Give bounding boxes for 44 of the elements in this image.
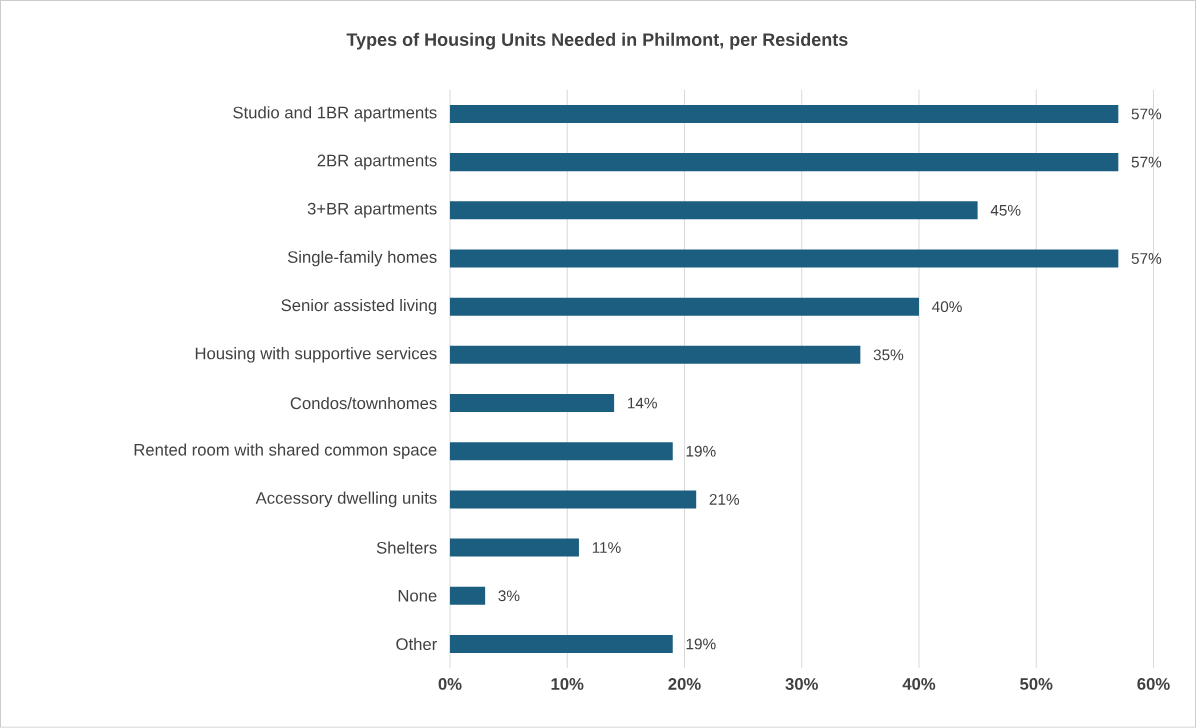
data-label: 57% bbox=[1131, 108, 1162, 120]
data-label: 11% bbox=[592, 542, 621, 553]
data-label: 45% bbox=[990, 204, 1021, 216]
y-tick-label: Senior assisted living bbox=[281, 298, 437, 315]
data-label: 40% bbox=[932, 301, 962, 313]
bar bbox=[449, 297, 919, 316]
data-label: 3% bbox=[498, 590, 520, 602]
data-label: 14% bbox=[628, 397, 657, 409]
bar bbox=[449, 586, 486, 605]
data-label: 19% bbox=[686, 445, 716, 457]
bar bbox=[449, 538, 579, 557]
bar bbox=[449, 249, 1119, 268]
bar bbox=[449, 394, 615, 413]
bar bbox=[449, 345, 861, 364]
y-tick-label: Rented room with shared common space bbox=[134, 443, 437, 460]
y-tick-label: Single-family homes bbox=[287, 250, 437, 267]
x-tick-label: 0% bbox=[438, 678, 462, 690]
y-tick-label: None bbox=[398, 590, 437, 602]
x-tick-label: 20% bbox=[668, 678, 701, 690]
data-label: 21% bbox=[709, 494, 740, 505]
data-label: 35% bbox=[873, 349, 904, 361]
y-tick-label: 2BR apartments bbox=[317, 154, 437, 170]
data-label: 57% bbox=[1131, 156, 1162, 168]
y-tick-label: 3+BR apartments bbox=[307, 202, 437, 218]
x-tick-label: 40% bbox=[902, 678, 936, 690]
bar bbox=[449, 201, 978, 220]
x-tick-label: 10% bbox=[551, 678, 584, 690]
x-tick-label: 30% bbox=[785, 678, 818, 690]
bar bbox=[449, 442, 673, 461]
x-tick-label: 50% bbox=[1020, 678, 1053, 690]
bar bbox=[449, 105, 1119, 124]
bar bbox=[449, 490, 697, 509]
y-tick-label: Other bbox=[396, 637, 437, 651]
x-tick-label: 60% bbox=[1137, 678, 1170, 690]
y-tick-label: Housing with supportive services bbox=[195, 347, 437, 363]
y-tick-label: Studio and 1BR apartments bbox=[233, 106, 437, 122]
data-label: 19% bbox=[686, 638, 716, 650]
y-tick-label: Accessory dwelling units bbox=[255, 491, 437, 508]
bar bbox=[449, 634, 673, 653]
bar bbox=[449, 153, 1119, 172]
y-tick-label: Shelters bbox=[376, 541, 437, 554]
chart-title: Types of Housing Units Needed in Philmont, per Residents bbox=[346, 32, 848, 50]
y-tick-label: Condos/townhomes bbox=[290, 396, 437, 410]
data-label: 57% bbox=[1131, 253, 1162, 264]
